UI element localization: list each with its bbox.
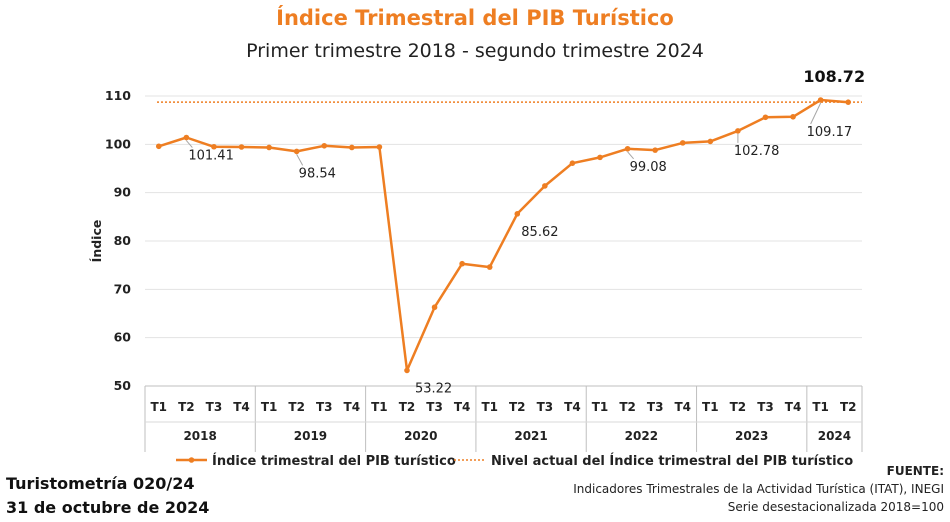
source-note: FUENTE: Indicadores Trimestrales de la A… — [573, 462, 944, 516]
data-point — [845, 99, 852, 105]
source-line-1: Indicadores Trimestrales de la Actividad… — [573, 482, 944, 496]
chart-title: Índice Trimestral del PIB Turístico — [276, 6, 674, 30]
data-point — [735, 128, 741, 134]
data-point — [597, 154, 603, 161]
data-label: 85.62 — [521, 225, 558, 240]
data-point — [349, 144, 355, 151]
data-point — [211, 143, 217, 150]
x-tick-label: T2 — [619, 400, 636, 414]
legend-label: Nivel actual del Índice trimestral del P… — [491, 453, 853, 469]
x-tick-label: T4 — [564, 400, 581, 414]
data-point — [238, 144, 245, 150]
label-leader — [810, 102, 822, 125]
data-point — [431, 304, 438, 311]
label-leader — [185, 140, 193, 148]
report-id: Turistometría 020/24 — [6, 474, 195, 493]
x-tick-label: T1 — [261, 400, 278, 414]
y-tick-label: 100 — [105, 136, 131, 151]
data-point — [707, 138, 714, 145]
x-tick-label: T1 — [592, 400, 609, 414]
data-point — [679, 140, 686, 146]
x-tick-label: T3 — [537, 400, 554, 414]
x-tick-label: T1 — [812, 400, 829, 414]
x-tick-label: T4 — [785, 400, 802, 414]
data-point — [514, 211, 521, 217]
x-tick-label: T3 — [206, 400, 223, 414]
series-group — [155, 97, 852, 374]
data-point — [376, 144, 383, 150]
x-tick-label: T3 — [316, 400, 333, 414]
x-tick-label: T3 — [757, 400, 774, 414]
x-tick-label: T2 — [840, 400, 857, 414]
x-year-label: 2021 — [514, 429, 547, 443]
x-tick-label: T1 — [702, 400, 719, 414]
x-tick-label: T3 — [647, 400, 664, 414]
data-point — [762, 114, 769, 121]
legend-marker — [188, 457, 195, 463]
label-leader — [296, 154, 304, 166]
data-labels: 101.41 98.54 53.22 85.62 99.08 102.78 109.17 10… — [185, 67, 865, 396]
series-line — [158, 98, 849, 372]
data-point — [155, 143, 162, 150]
data-label: 101.41 — [188, 149, 234, 164]
x-year-label: 2022 — [625, 429, 658, 443]
data-point — [459, 260, 465, 267]
x-year-label: 2019 — [294, 429, 327, 443]
report-info: Turistometría 020/24 31 de octubre de 20… — [6, 472, 209, 520]
data-label: 98.54 — [299, 166, 336, 181]
data-point — [569, 160, 576, 166]
source-line-2: Serie desestacionalizada 2018=100 — [727, 500, 944, 514]
data-point — [486, 264, 493, 270]
x-tick-label: T2 — [730, 400, 747, 414]
legend: Índice trimestral del PIB turístico Nivel… — [176, 453, 853, 469]
y-tick-label: 90 — [114, 185, 132, 200]
data-point — [790, 113, 796, 120]
data-point — [624, 145, 631, 152]
x-tick-label: T1 — [151, 400, 168, 414]
chart-subtitle: Primer trimestre 2018 - segundo trimestr… — [246, 40, 704, 62]
data-point — [321, 142, 328, 149]
x-tick-label: T1 — [371, 400, 388, 414]
y-tick-label: 50 — [114, 378, 132, 393]
legend-label: Índice trimestral del PIB turístico — [212, 453, 456, 469]
x-tick-label: T2 — [178, 400, 195, 414]
x-tick-label: T4 — [674, 400, 691, 414]
x-year-label: 2018 — [183, 429, 216, 443]
x-tick-label: T3 — [426, 400, 443, 414]
data-label: 102.78 — [734, 144, 780, 159]
data-point — [542, 183, 548, 189]
y-tick-label: 60 — [114, 330, 132, 345]
x-tick-label: T1 — [481, 400, 498, 414]
x-tick-label: T2 — [399, 400, 416, 414]
x-tick-label: T4 — [454, 400, 471, 414]
x-year-label: 2024 — [818, 429, 851, 443]
x-tick-label: T2 — [509, 400, 526, 414]
y-tick-label: 70 — [114, 281, 132, 296]
data-point — [817, 97, 824, 103]
data-point — [293, 148, 300, 155]
source-heading: FUENTE: — [886, 464, 944, 478]
data-label: 99.08 — [630, 160, 667, 175]
y-tick-label: 80 — [114, 233, 132, 248]
y-tick-label: 110 — [105, 88, 131, 103]
data-label: 53.22 — [415, 381, 452, 396]
y-axis-label: Índice — [89, 220, 104, 263]
label-leader — [627, 151, 634, 160]
data-label: 109.17 — [807, 125, 853, 140]
report-date: 31 de octubre de 2024 — [6, 498, 210, 517]
x-tick-label: T4 — [233, 400, 250, 414]
data-point — [404, 367, 410, 374]
data-point — [183, 134, 190, 141]
x-year-label: 2020 — [404, 429, 437, 443]
x-tick-label: T2 — [288, 400, 305, 414]
data-label: 108.72 — [803, 67, 865, 86]
x-year-label: 2023 — [735, 429, 768, 443]
data-point — [266, 144, 272, 151]
x-tick-label: T4 — [344, 400, 361, 414]
data-point — [652, 147, 658, 153]
axes: 50 60 70 80 90 100 110 Índice T1 T2 T3 T4 2018 T1 T2 T3… — [89, 88, 863, 452]
